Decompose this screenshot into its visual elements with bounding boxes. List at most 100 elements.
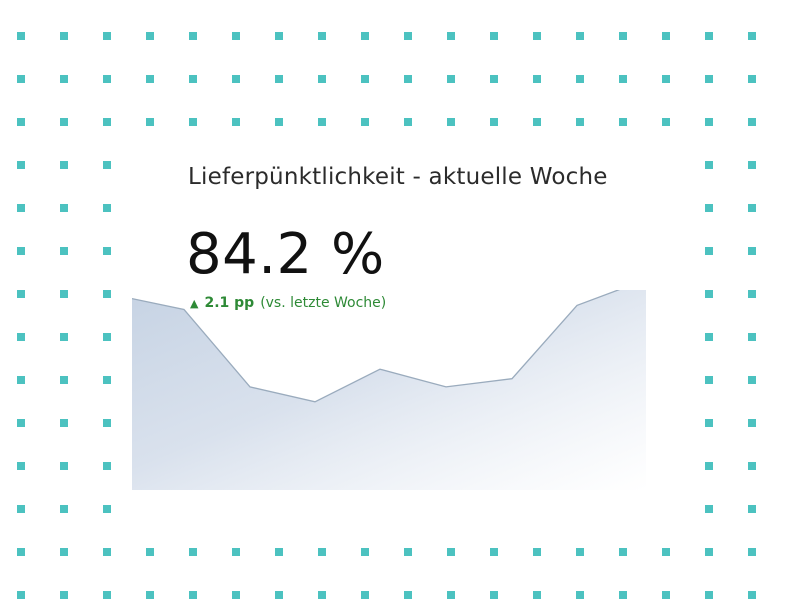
pattern-dot [748, 419, 756, 427]
pattern-dot [17, 290, 25, 298]
pattern-dot [705, 247, 713, 255]
pattern-dot [318, 32, 326, 40]
pattern-dot [60, 118, 68, 126]
pattern-dot [103, 290, 111, 298]
pattern-dot [662, 75, 670, 83]
pattern-dot [275, 75, 283, 83]
pattern-dot [103, 204, 111, 212]
pattern-dot [705, 204, 713, 212]
pattern-dot [404, 75, 412, 83]
pattern-dot [533, 32, 541, 40]
pattern-dot [17, 333, 25, 341]
pattern-dot [189, 75, 197, 83]
pattern-dot [60, 290, 68, 298]
pattern-dot [17, 591, 25, 599]
pattern-dot [17, 419, 25, 427]
pattern-dot [189, 548, 197, 556]
pattern-dot [662, 32, 670, 40]
pattern-dot [447, 591, 455, 599]
pattern-dot [17, 548, 25, 556]
pattern-dot [705, 118, 713, 126]
pattern-dot [60, 75, 68, 83]
pattern-dot [576, 591, 584, 599]
pattern-dot [662, 591, 670, 599]
series-area [132, 290, 646, 490]
pattern-dot [232, 75, 240, 83]
pattern-dot [60, 376, 68, 384]
pattern-dot [705, 419, 713, 427]
pattern-dot [404, 591, 412, 599]
pattern-dot [361, 32, 369, 40]
pattern-dot [490, 548, 498, 556]
pattern-dot [103, 333, 111, 341]
pattern-dot [404, 32, 412, 40]
pattern-dot [146, 548, 154, 556]
pattern-dot [275, 591, 283, 599]
pattern-dot [533, 548, 541, 556]
pattern-dot [103, 591, 111, 599]
pattern-dot [17, 118, 25, 126]
pattern-dot [619, 75, 627, 83]
pattern-dot [189, 118, 197, 126]
kpi-value: 84.2 % [186, 222, 385, 287]
pattern-dot [60, 462, 68, 470]
pattern-dot [232, 591, 240, 599]
pattern-dot [189, 591, 197, 599]
series-line [132, 290, 621, 403]
pattern-dot [576, 32, 584, 40]
pattern-dot [576, 75, 584, 83]
pattern-dot [533, 591, 541, 599]
pattern-dot [60, 204, 68, 212]
pattern-dot [60, 247, 68, 255]
pattern-dot [103, 247, 111, 255]
kpi-delta: 2.1 pp [204, 295, 255, 311]
pattern-dot [490, 32, 498, 40]
pattern-dot [103, 505, 111, 513]
pattern-dot [232, 118, 240, 126]
pattern-dot [748, 204, 756, 212]
pattern-dot [447, 32, 455, 40]
pattern-dot [490, 75, 498, 83]
pattern-dot [662, 548, 670, 556]
pattern-dot [275, 548, 283, 556]
pattern-dot [619, 118, 627, 126]
pattern-dot [748, 32, 756, 40]
pattern-dot [318, 118, 326, 126]
pattern-dot [60, 505, 68, 513]
pattern-dot [748, 333, 756, 341]
pattern-dot [748, 161, 756, 169]
triangle-up-icon: ▲ [190, 296, 199, 310]
pattern-dot [318, 591, 326, 599]
pattern-dot [103, 75, 111, 83]
pattern-dot [748, 591, 756, 599]
pattern-dot [103, 118, 111, 126]
pattern-dot [705, 591, 713, 599]
pattern-dot [404, 548, 412, 556]
pattern-dot [60, 548, 68, 556]
pattern-dot [146, 591, 154, 599]
pattern-dot [318, 75, 326, 83]
pattern-dot [232, 548, 240, 556]
pattern-dot [705, 32, 713, 40]
pattern-dot [447, 118, 455, 126]
pattern-dot [146, 32, 154, 40]
pattern-dot [490, 591, 498, 599]
pattern-dot [60, 333, 68, 341]
pattern-dot [705, 376, 713, 384]
pattern-dot [103, 419, 111, 427]
pattern-dot [705, 290, 713, 298]
pattern-dot [576, 548, 584, 556]
pattern-dot [404, 118, 412, 126]
pattern-dot [748, 462, 756, 470]
pattern-dot [748, 75, 756, 83]
pattern-dot [662, 118, 670, 126]
pattern-dot [705, 75, 713, 83]
pattern-dot [748, 548, 756, 556]
kpi-title: Lieferpünktlichkeit - aktuelle Woche [188, 164, 608, 190]
pattern-dot [232, 32, 240, 40]
pattern-dot [619, 591, 627, 599]
pattern-dot [447, 548, 455, 556]
kpi-change-indicator: ▲ 2.1 pp (vs. letzte Woche) [190, 295, 386, 311]
pattern-dot [619, 548, 627, 556]
pattern-dot [705, 505, 713, 513]
